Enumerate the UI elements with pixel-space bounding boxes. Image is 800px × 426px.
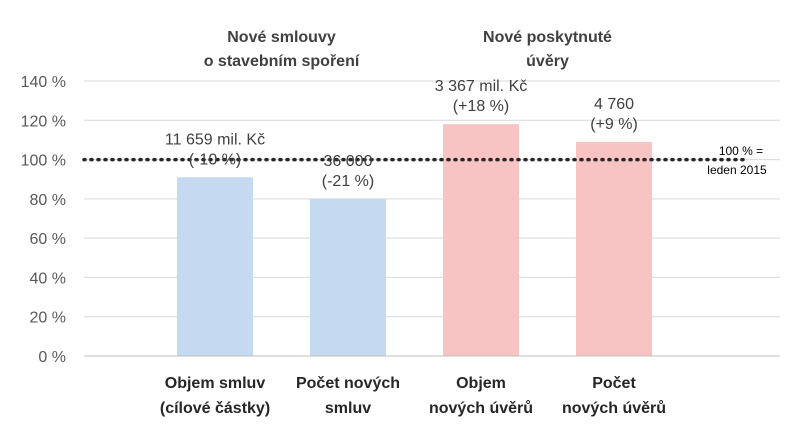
category-label: nových úvěrů <box>429 400 533 417</box>
category-label: nových úvěrů <box>562 400 666 417</box>
y-tick-label: 140 % <box>21 74 66 91</box>
data-label-change: (-21 %) <box>322 173 374 190</box>
group-title: o stavebním spoření <box>204 53 360 70</box>
category-label: Počet nových <box>296 375 400 392</box>
bars <box>177 124 652 356</box>
y-tick-label: 120 % <box>21 113 66 130</box>
category-label: smluv <box>325 400 371 417</box>
bar <box>177 177 253 356</box>
y-axis-ticks: 0 % 20 % 40 % 60 % 80 % 100 % 120 % 140 % <box>21 74 66 366</box>
group-titles: Nové smlouvy o stavebním spoření Nové posk… <box>204 29 612 70</box>
reference-line-label: leden 2015 <box>707 163 767 177</box>
group-title: Nové poskytnuté <box>483 29 612 46</box>
data-label-value: 36 000 <box>324 153 373 170</box>
category-labels: Objem smluv (cílové částky) Počet nových sm… <box>160 375 666 417</box>
data-label-change: (+18 %) <box>453 98 509 115</box>
data-label-change: (-10 %) <box>189 151 241 168</box>
y-tick-label: 20 % <box>30 310 66 327</box>
y-tick-label: 60 % <box>30 231 66 248</box>
data-label-change: (+9 %) <box>590 116 638 133</box>
y-tick-label: 100 % <box>21 153 66 170</box>
data-labels: 11 659 mil. Kč (-10 %) 36 000 (-21 %) 3 367 … <box>165 78 638 190</box>
data-label-value: 3 367 mil. Kč <box>435 78 527 95</box>
y-tick-label: 0 % <box>38 349 66 366</box>
category-label: Objem smluv <box>165 375 266 392</box>
y-tick-label: 40 % <box>30 270 66 287</box>
category-label: Počet <box>592 375 636 392</box>
category-label: (cílové částky) <box>160 400 270 417</box>
bar <box>576 141 652 356</box>
reference-line-label: 100 % = <box>719 144 763 158</box>
reference-line-100: 100 % = leden 2015 <box>82 144 767 177</box>
y-tick-label: 80 % <box>30 192 66 209</box>
data-label-value: 4 760 <box>594 96 634 113</box>
bar <box>310 198 386 356</box>
bar <box>443 124 519 356</box>
data-label-value: 11 659 mil. Kč <box>165 131 265 148</box>
group-title: úvěry <box>526 53 569 70</box>
category-label: Objem <box>456 375 506 392</box>
group-title: Nové smlouvy <box>227 29 336 46</box>
